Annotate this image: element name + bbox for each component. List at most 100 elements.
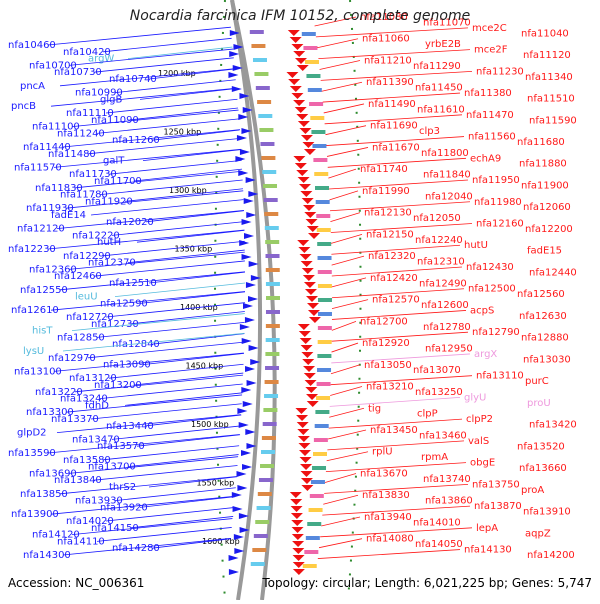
gene-connector-line bbox=[74, 170, 243, 189]
gene-connector-line bbox=[315, 27, 469, 38]
gene-connector-line bbox=[127, 46, 233, 59]
reverse-gene-arrow bbox=[294, 107, 307, 113]
gene-label-argX: argX bbox=[474, 349, 497, 360]
reverse-gene-arrow bbox=[290, 513, 303, 519]
feature-bar bbox=[258, 478, 273, 482]
reverse-gene-arrow bbox=[298, 331, 311, 337]
gene-connector-line bbox=[47, 26, 231, 46]
gene-label-nfa13850: nfa13850 bbox=[20, 489, 68, 500]
forward-gene-arrow bbox=[238, 114, 249, 120]
feature-blocks bbox=[228, 30, 332, 575]
reverse-gene-arrow bbox=[303, 282, 316, 288]
gene-label-nfa14020: nfa14020 bbox=[66, 516, 114, 527]
feature-bar bbox=[255, 520, 270, 524]
gene-label-nfa11100: nfa11100 bbox=[32, 122, 80, 133]
feature-bar bbox=[306, 74, 321, 78]
feature-bar bbox=[263, 408, 278, 412]
feature-bar bbox=[313, 158, 328, 162]
feature-bar bbox=[262, 422, 277, 426]
gene-label-valS: valS bbox=[468, 436, 489, 447]
gene-connector-line bbox=[127, 454, 239, 467]
gene-label-nfa12570: nfa12570 bbox=[372, 295, 420, 306]
gene-label-nfa13870: nfa13870 bbox=[474, 501, 522, 512]
gene-label-galT: galT bbox=[103, 156, 125, 167]
reverse-gene-arrow bbox=[295, 408, 308, 414]
feature-bar bbox=[316, 382, 331, 386]
gene-connector-line bbox=[314, 16, 357, 27]
reverse-gene-arrow bbox=[291, 527, 304, 533]
gene-connector-line bbox=[331, 244, 461, 255]
gene-label-nfa12150: nfa12150 bbox=[366, 229, 414, 240]
gene-label-nfa11390: nfa11390 bbox=[366, 77, 414, 88]
gene-label-nfa11680: nfa11680 bbox=[517, 137, 565, 148]
gene-label-nfa12560: nfa12560 bbox=[517, 289, 565, 300]
gene-label-nfa14280: nfa14280 bbox=[112, 543, 160, 554]
gene-label-nfa11060: nfa11060 bbox=[362, 34, 410, 45]
gene-label-nfa11340: nfa11340 bbox=[525, 72, 573, 83]
forward-gene-arrow bbox=[248, 345, 259, 351]
reverse-gene-arrow bbox=[308, 233, 321, 239]
gene-label-nfa12490: nfa12490 bbox=[419, 278, 467, 289]
gene-label-nfa11230: nfa11230 bbox=[476, 66, 524, 77]
gene-label-nfa13070: nfa13070 bbox=[413, 365, 461, 376]
gene-label-nfa12050: nfa12050 bbox=[413, 213, 461, 224]
reverse-gene-arrow bbox=[289, 492, 302, 498]
reverse-gene-arrow bbox=[305, 387, 318, 393]
gene-connector-line bbox=[93, 57, 234, 73]
gene-label-nfa12430: nfa12430 bbox=[466, 262, 514, 273]
gene-label-nfa13370: nfa13370 bbox=[51, 414, 99, 425]
feature-bar bbox=[316, 396, 331, 400]
feature-bar bbox=[317, 312, 332, 316]
gene-connector-line bbox=[322, 92, 461, 103]
gene-label-nfa11950: nfa11950 bbox=[472, 175, 520, 186]
feature-bar bbox=[310, 116, 325, 120]
gene-label-mce2F: mce2F bbox=[474, 45, 508, 56]
feature-bar bbox=[265, 282, 280, 286]
forward-gene-arrow bbox=[250, 359, 261, 365]
gene-connector-line bbox=[102, 445, 240, 461]
gene-label-nfa13860: nfa13860 bbox=[425, 496, 473, 507]
forward-gene-arrow bbox=[236, 471, 247, 477]
gene-connector-line bbox=[108, 363, 244, 379]
gene-label-nfa12040: nfa12040 bbox=[425, 191, 473, 202]
reverse-gene-arrow bbox=[290, 499, 303, 505]
gene-label-proU: proU bbox=[527, 398, 551, 409]
gene-connector-line bbox=[148, 476, 238, 488]
gene-connector-line bbox=[62, 129, 241, 148]
feature-bar bbox=[311, 130, 326, 134]
gene-label-nfa11830: nfa11830 bbox=[35, 183, 83, 194]
gene-label-nfa12440: nfa12440 bbox=[529, 267, 577, 278]
gene-label-nfa11040: nfa11040 bbox=[521, 28, 569, 39]
gene-connector-line bbox=[318, 49, 471, 60]
forward-gene-arrow bbox=[244, 233, 255, 239]
reverse-gene-arrow bbox=[291, 44, 304, 50]
reverse-gene-arrow bbox=[292, 562, 305, 568]
reverse-gene-arrow bbox=[301, 198, 314, 204]
feature-bar bbox=[261, 156, 276, 160]
forward-gene-arrow bbox=[239, 527, 250, 533]
gene-label-hisT: hisT bbox=[32, 326, 53, 337]
gene-label-nfa11510: nfa11510 bbox=[527, 94, 575, 105]
feature-bar bbox=[264, 226, 279, 230]
feature-bar bbox=[312, 466, 327, 470]
gene-label-proA: proA bbox=[521, 485, 544, 496]
gene-label-nfa13830: nfa13830 bbox=[362, 490, 410, 501]
gene-label-nfa13940: nfa13940 bbox=[364, 512, 412, 523]
feature-bar bbox=[260, 464, 275, 468]
gene-label-nfa12020: nfa12020 bbox=[106, 217, 154, 228]
forward-gene-arrow bbox=[232, 65, 243, 71]
gene-connector-line bbox=[320, 70, 473, 81]
forward-gene-arrow bbox=[238, 422, 249, 428]
gene-connector-line bbox=[68, 48, 234, 66]
feature-bar bbox=[305, 536, 320, 540]
forward-gene-arrow bbox=[242, 303, 253, 309]
gene-connector-line bbox=[56, 414, 241, 433]
gene-connector-line bbox=[325, 125, 367, 136]
gene-label-nfa12970: nfa12970 bbox=[48, 353, 96, 364]
gene-label-nfa13840: nfa13840 bbox=[54, 475, 102, 486]
gene-label-nfa10460: nfa10460 bbox=[8, 40, 56, 51]
gene-connector-line bbox=[331, 255, 365, 266]
gene-label-nfa11880: nfa11880 bbox=[519, 159, 567, 170]
reverse-gene-arrow bbox=[300, 191, 313, 197]
